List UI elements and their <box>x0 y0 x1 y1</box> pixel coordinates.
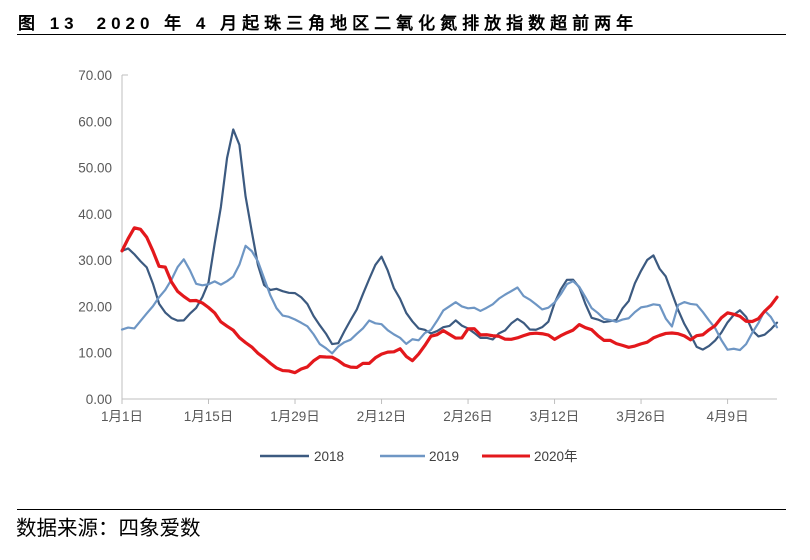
svg-text:3月12日: 3月12日 <box>530 409 580 424</box>
svg-text:2019: 2019 <box>429 449 459 464</box>
svg-text:4月9日: 4月9日 <box>707 409 749 424</box>
svg-text:30.00: 30.00 <box>78 253 112 268</box>
svg-text:1月15日: 1月15日 <box>184 409 234 424</box>
svg-text:40.00: 40.00 <box>78 207 112 222</box>
svg-text:1月1日: 1月1日 <box>101 409 143 424</box>
svg-text:2018: 2018 <box>314 449 344 464</box>
svg-text:70.00: 70.00 <box>78 68 112 83</box>
svg-text:2月12日: 2月12日 <box>357 409 407 424</box>
svg-text:2020年: 2020年 <box>534 449 578 464</box>
svg-text:20.00: 20.00 <box>78 299 112 314</box>
svg-text:3月26日: 3月26日 <box>616 409 666 424</box>
svg-text:50.00: 50.00 <box>78 161 112 176</box>
svg-text:10.00: 10.00 <box>78 346 112 361</box>
svg-text:1月29日: 1月29日 <box>270 409 320 424</box>
svg-text:60.00: 60.00 <box>78 114 112 129</box>
svg-text:2月26日: 2月26日 <box>443 409 493 424</box>
svg-text:0.00: 0.00 <box>86 392 112 407</box>
